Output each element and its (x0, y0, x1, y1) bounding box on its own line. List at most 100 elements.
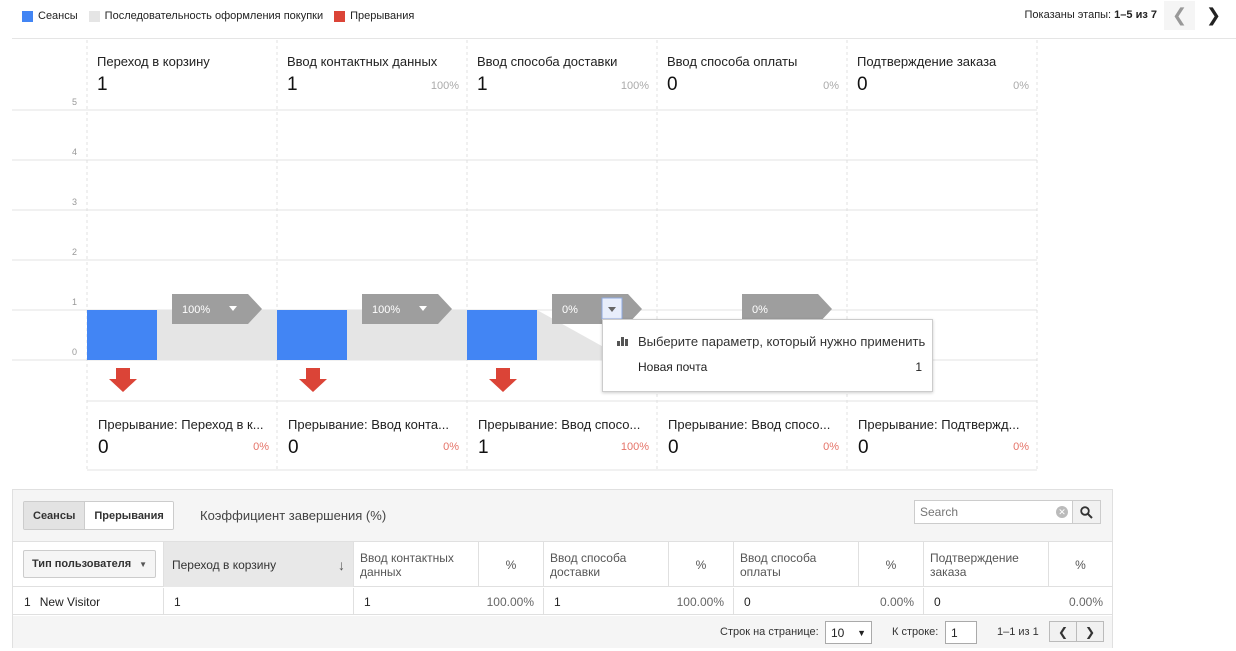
goto-row-input[interactable]: 1 (945, 621, 977, 644)
stages-shown-range: 1–5 из 7 (1114, 9, 1157, 21)
stage-value: 1 (97, 74, 108, 95)
session-bar (87, 310, 157, 360)
abandon-name: Прерывание: Ввод спосо... (478, 417, 640, 432)
search-box: ✕ (914, 500, 1073, 524)
page-next-button[interactable]: ❯ (1076, 621, 1104, 642)
transition-label: 0% (562, 304, 578, 316)
column-shipping[interactable]: Ввод способа доставки (543, 542, 668, 587)
goto-row-label: К строке: (892, 626, 939, 638)
stage-pct: 0% (823, 80, 839, 92)
sort-down-icon: ↓ (338, 556, 345, 573)
abandon-name: Прерывание: Ввод спосо... (668, 417, 830, 432)
column-contact[interactable]: Ввод контактных данных (353, 542, 478, 587)
stage-name: Ввод способа доставки (477, 54, 617, 69)
y-tick-label: 3 (72, 197, 77, 207)
chevron-right-icon: ❯ (1084, 624, 1096, 639)
tooltip-row[interactable]: Новая почта 1 (638, 360, 922, 374)
y-tick-label: 4 (72, 147, 77, 157)
top-divider (12, 38, 1236, 39)
stages-shown-info: Показаны этапы: 1–5 из 7 (1025, 9, 1157, 21)
legend-swatch-sessions (22, 10, 33, 22)
table-row: 1 New Visitor 1 1 100.00% 1 100.00% 0 0.… (13, 588, 1112, 615)
abandon-pct: 0% (253, 441, 269, 453)
transition-arrow (172, 294, 262, 324)
abandon-arrow (489, 368, 517, 392)
bar-chart-icon (617, 337, 628, 346)
abandon-name: Прерывание: Ввод конта... (288, 417, 449, 432)
y-tick-label: 5 (72, 97, 77, 107)
y-tick-label: 2 (72, 247, 77, 257)
legend-item-flow[interactable]: Последовательность оформления покупки (88, 10, 323, 22)
column-confirm-pct[interactable]: % (1048, 542, 1112, 587)
abandon-value: 0 (858, 437, 869, 458)
prev-stages-button[interactable]: ❮ (1164, 1, 1195, 30)
abandon-arrow (299, 368, 327, 392)
dimension-tooltip: Выберите параметр, который нужно примени… (602, 319, 933, 392)
row-cell: 1 (353, 588, 478, 615)
stage-name: Ввод контактных данных (287, 54, 438, 69)
stage-name: Переход в корзину (97, 54, 210, 69)
row-cell: 0 (733, 588, 858, 615)
chevron-left-icon: ❮ (1171, 5, 1188, 25)
tab-abandonments[interactable]: Прерывания (85, 502, 173, 529)
page-prev-button[interactable]: ❮ (1049, 621, 1077, 642)
legend-item-abandonments[interactable]: Прерывания (334, 10, 414, 22)
caret-down-icon (608, 307, 616, 312)
caret-down-icon (229, 306, 237, 311)
column-cart[interactable]: Переход в корзину ↓ (163, 542, 353, 587)
search-input[interactable] (915, 501, 1055, 523)
tooltip-row-label: Новая почта (638, 360, 708, 374)
row-dimension-link[interactable]: New Visitor (39, 594, 101, 609)
abandon-arrow (109, 368, 137, 392)
legend-label-abandonments: Прерывания (350, 10, 415, 22)
table-pager: Строк на странице: 10 ▼ К строке: 1 1–1 … (13, 616, 1112, 648)
next-stages-button[interactable]: ❯ (1198, 1, 1229, 30)
metric-tabs: Сеансы Прерывания (23, 501, 174, 530)
tab-sessions[interactable]: Сеансы (24, 502, 86, 529)
column-confirm[interactable]: Подтверждение заказа (923, 542, 1048, 587)
dimension-selector[interactable]: Тип пользователя ▼ (23, 550, 156, 578)
abandon-value: 0 (98, 437, 109, 458)
rows-per-page-select[interactable]: 10 ▼ (825, 621, 872, 644)
table-toolbar: Сеансы Прерывания Коэффициент завершения… (13, 490, 1112, 542)
completion-rate-label: Коэффициент завершения (%) (200, 508, 387, 523)
search-button[interactable] (1072, 500, 1101, 524)
chart-legend: Сеансы Последовательность оформления пок… (22, 9, 425, 23)
row-cell: 1 (163, 588, 353, 615)
tooltip-heading-text: Выберите параметр, который нужно примени… (638, 334, 926, 349)
column-payment-pct[interactable]: % (858, 542, 923, 587)
caret-down-icon: ▼ (857, 627, 866, 638)
legend-item-sessions[interactable]: Сеансы (22, 10, 78, 22)
clear-icon[interactable]: ✕ (1056, 506, 1068, 518)
tooltip-heading: Выберите параметр, который нужно примени… (617, 334, 925, 349)
column-shipping-pct[interactable]: % (668, 542, 733, 587)
abandon-value: 0 (288, 437, 299, 458)
stage-value: 0 (857, 74, 868, 95)
row-cell-pct: 100.00% (486, 594, 534, 609)
row-index: 1 (24, 594, 31, 609)
abandon-value: 0 (668, 437, 679, 458)
legend-swatch-flow (88, 10, 100, 22)
abandon-pct: 0% (1013, 441, 1029, 453)
stage-name: Ввод способа оплаты (667, 54, 797, 69)
search-icon (1080, 505, 1093, 519)
pager-range: 1–1 из 1 (997, 626, 1039, 638)
stage-pct: 0% (1013, 80, 1029, 92)
stage-value: 1 (477, 74, 488, 95)
transition-label: 0% (752, 304, 768, 316)
abandon-name: Прерывание: Подтвержд... (858, 417, 1019, 432)
rows-per-page-label: Строк на странице: (720, 626, 819, 638)
stages-shown-prefix: Показаны этапы: (1024, 9, 1115, 21)
transition-arrow (742, 294, 832, 324)
y-tick-label: 0 (72, 347, 77, 357)
row-dimension-cell: 1 New Visitor (13, 588, 163, 615)
stage-value: 1 (287, 74, 298, 95)
transition-label: 100% (182, 304, 210, 316)
row-cell-pct: 0.00% (879, 594, 914, 609)
column-payment[interactable]: Ввод способа оплаты (733, 542, 858, 587)
legend-swatch-abandonments (334, 10, 346, 22)
abandon-pct: 0% (443, 441, 459, 453)
row-cell: 0 (923, 588, 1048, 615)
column-contact-pct[interactable]: % (478, 542, 543, 587)
